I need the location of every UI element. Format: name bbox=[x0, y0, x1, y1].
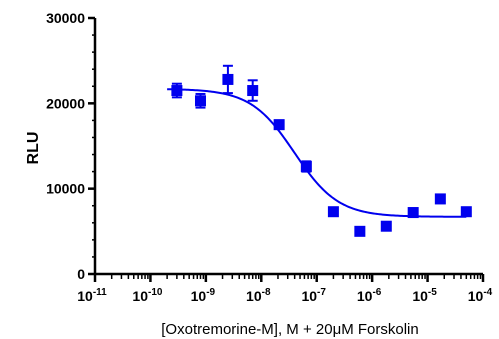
fit-curve bbox=[167, 88, 467, 218]
data-point bbox=[300, 160, 312, 172]
data-point bbox=[460, 206, 472, 218]
x-tick-label: 10-8 bbox=[246, 287, 271, 304]
y-axis-ticks: 0 10000 20000 30000 bbox=[46, 10, 95, 282]
y-tick-label: 10000 bbox=[46, 181, 85, 197]
x-axis-label: [Oxotremorine-M], M + 20μM Forskolin bbox=[161, 321, 418, 338]
x-tick-label: 10-10 bbox=[132, 287, 162, 304]
y-axis-label: RLU bbox=[25, 132, 42, 165]
data-point bbox=[407, 207, 419, 219]
data-point bbox=[327, 206, 339, 218]
x-axis-ticks: 10-11 10-10 10-9 10-8 10-7 10-6 10-5 10-4 bbox=[77, 274, 493, 304]
x-tick-label: 10-11 bbox=[77, 287, 107, 304]
x-tick-label: 10-6 bbox=[357, 287, 382, 304]
x-tick-label: 10-5 bbox=[412, 287, 437, 304]
y-tick-label: 30000 bbox=[46, 10, 85, 26]
data-point bbox=[222, 73, 234, 85]
x-tick-label: 10-9 bbox=[191, 287, 216, 304]
data-point bbox=[380, 220, 392, 232]
data-points bbox=[171, 64, 472, 237]
data-point bbox=[247, 85, 259, 97]
data-point bbox=[194, 95, 206, 107]
data-point bbox=[273, 119, 285, 131]
data-point bbox=[354, 225, 366, 237]
data-point bbox=[434, 193, 446, 205]
data-point bbox=[171, 85, 183, 97]
y-tick-label: 20000 bbox=[46, 95, 85, 111]
x-tick-label: 10-7 bbox=[301, 287, 326, 304]
y-tick-label: 0 bbox=[77, 266, 85, 282]
x-tick-label: 10-4 bbox=[468, 287, 493, 304]
